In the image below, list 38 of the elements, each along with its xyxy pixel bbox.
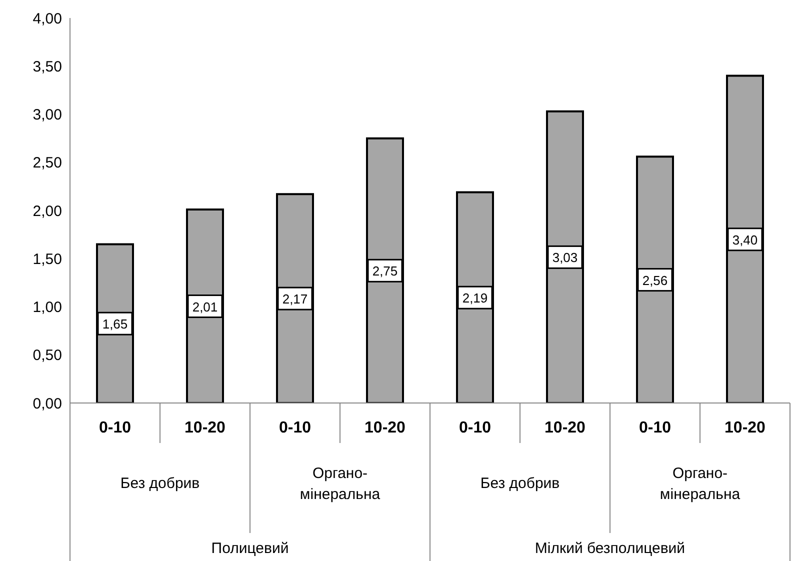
data-label: 3,03 xyxy=(552,250,578,266)
y-tick-label: 1,00 xyxy=(32,299,62,316)
y-tick-label: 3,00 xyxy=(32,106,62,124)
text: Без добрив xyxy=(120,475,200,492)
x-tick-label: 10-20 xyxy=(184,419,226,436)
y-tick-label: 0,00 xyxy=(32,395,62,412)
text: Органо-мінеральна xyxy=(300,465,381,503)
y-tick-label: 2,00 xyxy=(32,202,62,220)
x-tick-label: 0-10 xyxy=(278,419,312,436)
bar xyxy=(186,208,224,403)
text: Полицевий xyxy=(211,540,289,557)
x-tick-label: 10-20 xyxy=(364,419,406,436)
data-label: 1,65 xyxy=(102,316,128,332)
data-label: 2,01 xyxy=(192,299,218,314)
y-tick-label: 2,50 xyxy=(32,154,62,172)
data-label: 2,56 xyxy=(642,272,668,288)
text: Органо-мінеральна xyxy=(660,465,741,503)
y-tick-label: 3,50 xyxy=(32,58,62,76)
bar xyxy=(546,110,584,403)
x-tick-label: 10-20 xyxy=(544,419,586,436)
bar xyxy=(456,191,494,403)
bar xyxy=(636,156,674,403)
x-tick-label: 0-10 xyxy=(638,419,672,436)
data-label: 2,19 xyxy=(462,290,488,306)
x-tick-label: 0-10 xyxy=(458,419,492,436)
data-label: 2,17 xyxy=(282,292,308,307)
bar xyxy=(276,193,314,403)
data-label: 3,40 xyxy=(732,232,758,248)
bar xyxy=(366,137,404,403)
text: Без добрив xyxy=(480,475,560,492)
y-tick-label: 4,00 xyxy=(32,10,62,28)
y-tick-label: 0,50 xyxy=(32,347,62,364)
text: Мілкий безполицевий xyxy=(534,540,686,557)
y-tick-label: 1,50 xyxy=(32,250,62,268)
bar xyxy=(726,74,764,403)
data-label: 2,75 xyxy=(372,264,398,279)
x-tick-label: 0-10 xyxy=(98,419,132,436)
x-tick-label: 10-20 xyxy=(724,419,766,436)
